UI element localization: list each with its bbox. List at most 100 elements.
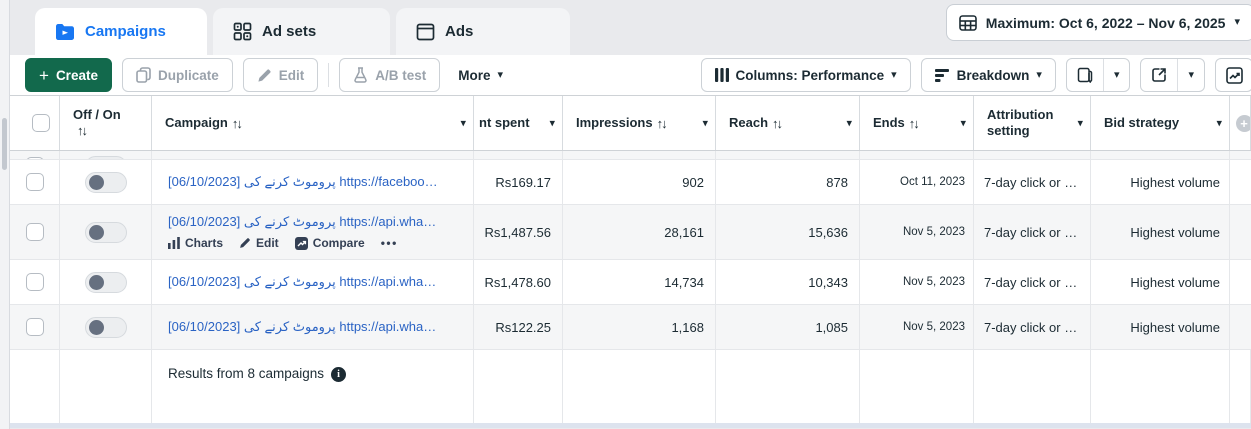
bid-strategy-cell: Highest volume [1091,160,1230,204]
chevron-down-icon[interactable]: ▾ [549,117,555,130]
vertical-scrollbar-thumb[interactable] [2,118,7,170]
button-divider [1177,59,1179,91]
plus-icon: + [39,65,49,85]
duplicate-icon [136,67,151,83]
campaign-toggle[interactable] [84,155,127,159]
row-checkbox[interactable] [25,223,44,241]
flask-icon [353,67,368,83]
impressions-cell: 1,168 [563,305,716,349]
row-checkbox[interactable] [25,318,44,336]
campaign-name-link[interactable]: [06/10/2023] پروموٹ کرنے کی https://api.… [168,319,437,334]
campaign-name-link[interactable]: [06/10/2023] پروموٹ کرنے کی https://face… [168,174,438,189]
duplicate-button[interactable]: Duplicate [121,58,233,92]
sort-icon[interactable]: ↑↓ [656,115,668,131]
level-tabs: Campaigns Ad sets Ads Maximum: Oct 6, 20… [10,0,1251,55]
header-amount-spent[interactable]: nt spent ▾ [474,96,563,150]
create-button[interactable]: + Create [25,58,112,92]
campaigns-folder-icon [55,23,75,41]
ends-cell: Oct 11, 2023 [860,160,974,204]
columns-button[interactable]: Columns: Performance ▾ [700,58,911,92]
reach-cell: 10,343 [716,260,860,304]
campaigns-table: Off / On ↑↓ Campaign ↑↓ ▾ nt spent ▾ Imp… [10,95,1251,423]
impressions-cell: 28,161 [563,205,716,259]
attribution-cell: 7-day click or … [974,205,1091,259]
chevron-down-icon[interactable]: ▾ [1216,117,1222,130]
reach-cell: 878 [716,160,860,204]
chevron-down-icon[interactable]: ▾ [460,117,466,130]
table-row-clipped [10,151,1251,160]
header-attribution-setting[interactable]: Attribution setting ▾ [974,96,1091,150]
chevron-down-icon: ▾ [891,68,897,81]
attribution-cell: 7-day click or … [974,160,1091,204]
tab-campaigns[interactable]: Campaigns [35,8,207,55]
header-ends[interactable]: Ends ↑↓ ▾ [860,96,974,150]
tab-ads[interactable]: Ads [396,8,570,55]
header-impressions[interactable]: Impressions ↑↓ ▾ [563,96,716,150]
campaign-toggle[interactable] [84,316,127,338]
button-divider [1102,59,1104,91]
campaign-toggle[interactable] [84,271,127,293]
campaign-name-link[interactable]: [06/10/2023] پروموٹ کرنے کی https://api.… [168,214,437,229]
compare-action[interactable]: Compare [294,236,365,250]
pencil-icon [240,238,250,248]
chevron-down-icon: ▾ [1113,68,1120,81]
row-checkbox[interactable] [25,273,44,291]
header-bid-strategy[interactable]: Bid strategy ▾ [1091,96,1230,150]
info-icon[interactable]: i [331,367,347,382]
more-options-icon[interactable]: ••• [380,236,398,250]
ab-test-button[interactable]: A/B test [339,58,441,92]
amount-spent-cell: Rs169.17 [474,160,563,204]
header-campaign[interactable]: Campaign ↑↓ ▾ [152,96,474,150]
toggle-knob [88,319,104,335]
export-button[interactable] [1141,59,1177,91]
impressions-cell: 902 [563,160,716,204]
sort-icon[interactable]: ↑↓ [908,115,920,131]
bid-strategy-cell: Highest volume [1091,205,1230,259]
vertical-scrollbar[interactable] [0,0,10,429]
charts-action[interactable]: Charts [168,236,223,250]
header-off-on[interactable]: Off / On ↑↓ [60,96,152,150]
reports-menu-button[interactable]: ▾ [1104,59,1130,91]
header-reach[interactable]: Reach ↑↓ ▾ [716,96,860,150]
chevron-down-icon[interactable]: ▾ [960,117,966,130]
tab-ad-sets[interactable]: Ad sets [213,8,390,55]
sort-icon[interactable]: ↑↓ [772,115,783,131]
chevron-down-icon[interactable]: ▾ [1077,117,1083,130]
ends-cell: Nov 5, 2023 [860,305,974,349]
chevron-down-icon[interactable]: ▾ [702,117,708,130]
ends-cell: Nov 5, 2023 [860,260,974,304]
sort-icon[interactable]: ↑↓ [231,115,243,131]
chevron-down-icon: ▾ [1234,16,1240,28]
chevron-down-icon[interactable]: ▾ [846,117,852,130]
export-menu-button[interactable]: ▾ [1178,59,1204,91]
compare-icon [294,236,308,250]
reports-split-button: ▾ [1065,58,1131,92]
sort-icon[interactable]: ↑↓ [77,123,88,138]
campaign-toggle[interactable] [84,171,127,193]
main-pane: Campaigns Ad sets Ads Maximum: Oct 6, 20… [10,0,1251,429]
toggle-knob [88,274,104,290]
row-checkbox[interactable] [25,157,44,159]
edit-button[interactable]: Edit [242,58,319,92]
row-checkbox[interactable] [25,173,44,191]
breakdown-button[interactable]: Breakdown ▾ [920,58,1056,92]
edit-action[interactable]: Edit [239,236,279,250]
campaign-name-link[interactable]: [06/10/2023] پروموٹ کرنے کی https://api.… [168,274,437,289]
chevron-down-icon: ▾ [497,68,504,81]
reach-cell: 15,636 [716,205,860,259]
select-all-checkbox[interactable] [32,114,50,132]
reach-cell: 1,085 [716,305,860,349]
amount-spent-cell: Rs1,478.60 [474,260,563,304]
row-quick-actions: Charts Edit Compare ••• [168,236,463,250]
toggle-knob [88,224,104,240]
more-button[interactable]: More ▾ [450,58,512,92]
reports-button[interactable] [1067,59,1103,91]
horizontal-scrollbar[interactable] [10,423,1251,428]
charts-panel-button[interactable] [1215,58,1251,92]
bar-chart-icon [168,237,180,249]
add-column-button[interactable]: + [1235,114,1250,132]
ads-frame-icon [416,23,435,41]
date-range-button[interactable]: Maximum: Oct 6, 2022 – Nov 6, 2025 ▾ [945,4,1251,41]
toolbar-divider [328,63,330,87]
campaign-toggle[interactable] [84,221,127,243]
